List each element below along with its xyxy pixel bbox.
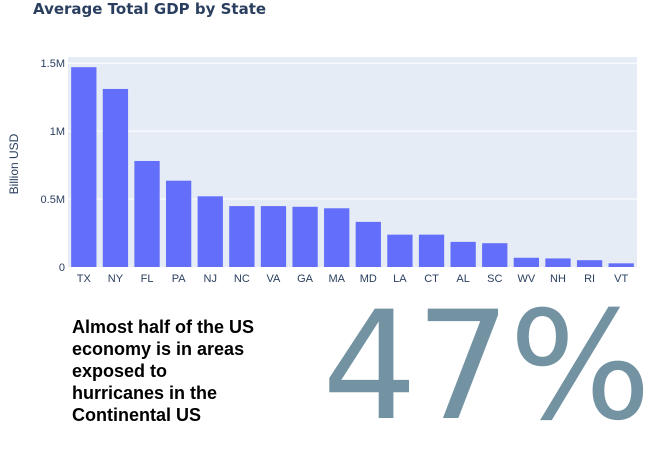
bar-al	[450, 241, 476, 267]
y-tick-label: 0	[59, 262, 65, 274]
bar-nj	[197, 196, 223, 267]
x-tick-label-al: AL	[456, 273, 469, 285]
bar-md	[355, 221, 381, 267]
x-tick-label-wv: WV	[517, 273, 535, 285]
chart-title: Average Total GDP by State	[33, 0, 267, 18]
y-tick-label: 1M	[50, 126, 65, 138]
bar-sc	[482, 243, 508, 267]
callout-text: Almost half of the US economy is in area…	[72, 317, 255, 425]
bar-ma	[324, 208, 350, 267]
x-tick-label-tx: TX	[77, 273, 92, 285]
plot-area	[68, 57, 637, 267]
x-tick-label-nh: NH	[550, 273, 566, 285]
x-tick-label-ga: GA	[297, 273, 314, 285]
y-tick-label: 0.5M	[41, 194, 65, 206]
x-tick-label-sc: SC	[487, 273, 502, 285]
bar-tx	[71, 67, 97, 267]
y-tick-label: 1.5M	[41, 58, 65, 70]
bar-vt	[608, 263, 634, 267]
x-tick-label-ny: NY	[108, 273, 124, 285]
x-tick-label-ma: MA	[328, 273, 345, 285]
bar-nh	[545, 258, 571, 267]
x-tick-label-va: VA	[267, 273, 282, 285]
bar-ga	[292, 206, 318, 267]
bar-nc	[229, 206, 255, 267]
bar-ny	[102, 88, 129, 268]
x-tick-label-nc: NC	[234, 273, 250, 285]
bar-va	[260, 206, 287, 267]
x-tick-label-ct: CT	[424, 273, 439, 285]
x-tick-label-pa: PA	[172, 273, 187, 285]
bar-ri	[576, 260, 603, 267]
bar-ct	[418, 234, 445, 267]
bar-wv	[513, 257, 540, 267]
gdp-bar-chart: TX NY FL PA NJ NC VA GA MA MD LA CT AL SC WV NH RI VT 0 0.5…	[7, 57, 637, 285]
bar-la	[387, 234, 413, 267]
x-tick-label-nj: NJ	[204, 273, 217, 285]
y-axis-title: Billion USD	[7, 133, 21, 194]
x-tick-label-vt: VT	[614, 273, 628, 285]
bar-fl	[134, 160, 160, 267]
bar-pa	[165, 180, 192, 267]
x-tick-label-md: MD	[360, 273, 377, 285]
callout-stat: 47%	[322, 280, 651, 454]
x-tick-label-fl: FL	[141, 273, 154, 285]
x-tick-label-ri: RI	[584, 273, 595, 285]
x-tick-label-la: LA	[393, 273, 407, 285]
